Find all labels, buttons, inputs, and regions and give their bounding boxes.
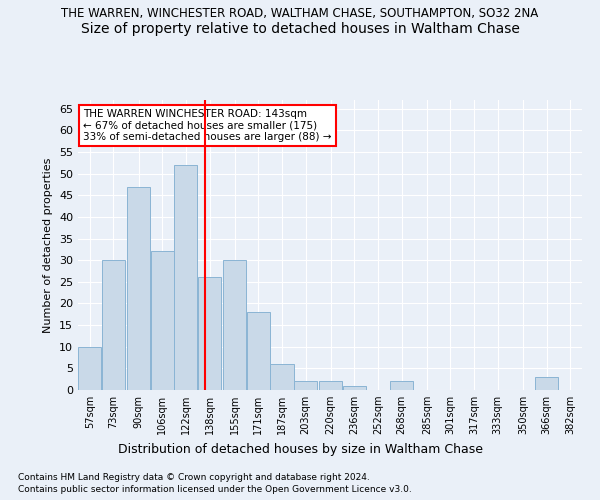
Bar bbox=[390, 382, 413, 390]
Bar bbox=[223, 260, 246, 390]
Text: Contains public sector information licensed under the Open Government Licence v3: Contains public sector information licen… bbox=[18, 485, 412, 494]
Bar bbox=[247, 312, 270, 390]
Bar bbox=[151, 252, 174, 390]
Bar bbox=[127, 186, 150, 390]
Bar bbox=[271, 364, 293, 390]
Y-axis label: Number of detached properties: Number of detached properties bbox=[43, 158, 53, 332]
Bar bbox=[78, 346, 101, 390]
Bar bbox=[535, 377, 558, 390]
Bar bbox=[343, 386, 366, 390]
Bar bbox=[294, 382, 317, 390]
Text: Contains HM Land Registry data © Crown copyright and database right 2024.: Contains HM Land Registry data © Crown c… bbox=[18, 472, 370, 482]
Bar bbox=[175, 165, 197, 390]
Bar bbox=[198, 278, 221, 390]
Text: THE WARREN, WINCHESTER ROAD, WALTHAM CHASE, SOUTHAMPTON, SO32 2NA: THE WARREN, WINCHESTER ROAD, WALTHAM CHA… bbox=[61, 8, 539, 20]
Bar bbox=[319, 382, 343, 390]
Text: Distribution of detached houses by size in Waltham Chase: Distribution of detached houses by size … bbox=[118, 442, 482, 456]
Text: Size of property relative to detached houses in Waltham Chase: Size of property relative to detached ho… bbox=[80, 22, 520, 36]
Bar bbox=[102, 260, 125, 390]
Text: THE WARREN WINCHESTER ROAD: 143sqm
← 67% of detached houses are smaller (175)
33: THE WARREN WINCHESTER ROAD: 143sqm ← 67%… bbox=[83, 108, 332, 142]
